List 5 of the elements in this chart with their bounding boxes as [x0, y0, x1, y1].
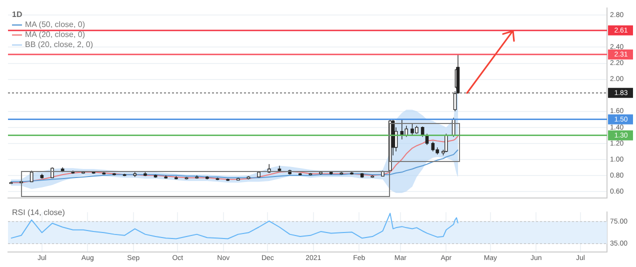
legend-label: BB (20, close, 2, 0): [24, 40, 94, 50]
legend-label: MA (20, close, 0): [24, 30, 86, 40]
chart-title: RSI (14, close): [12, 208, 65, 217]
legend-label: MA (50, close, 0): [24, 20, 86, 30]
chart-title: 1D: [12, 10, 22, 19]
